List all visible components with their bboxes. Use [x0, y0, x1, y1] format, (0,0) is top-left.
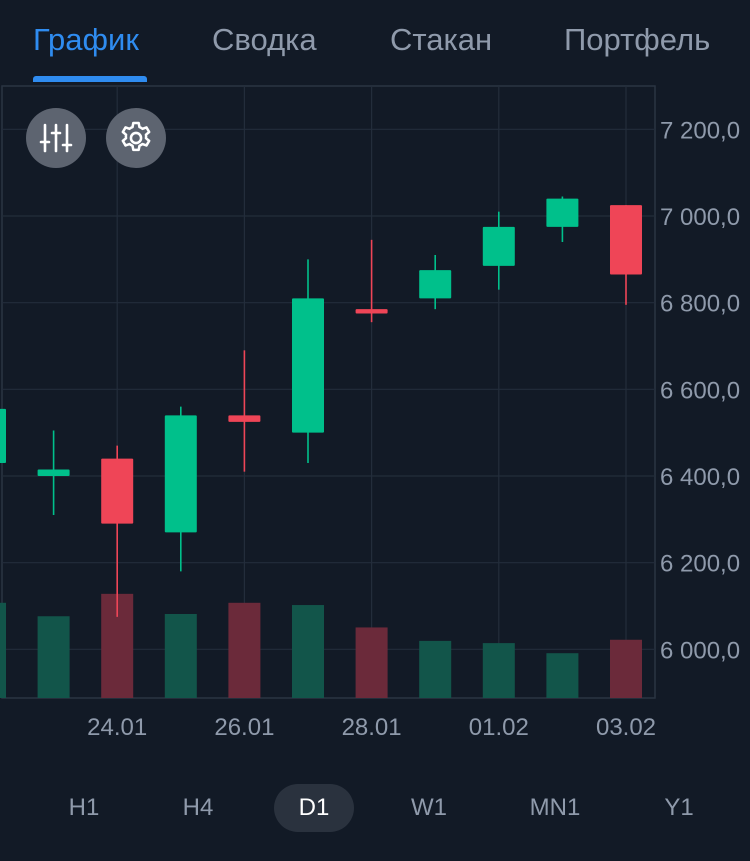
y-tick-label-1: 7 000,0 — [660, 204, 740, 231]
price-chart[interactable]: 7 200,0 7 000,0 6 800,0 6 600,0 6 400,0 6 200… — [0, 84, 750, 774]
chart-grid — [1, 85, 656, 699]
candle-body-5 — [292, 298, 324, 433]
tab-order-book[interactable]: Стакан — [390, 22, 493, 57]
candle-8 — [482, 211, 515, 290]
tab-portfolio[interactable]: Портфель — [564, 22, 711, 57]
volume-bars — [0, 593, 642, 698]
candle-9 — [546, 196, 579, 242]
gear-icon — [121, 121, 151, 152]
tab-bar: График Сводка Стакан Портфель — [0, 0, 750, 84]
tab-chart[interactable]: График — [33, 22, 139, 57]
candle-body-4 — [228, 415, 261, 422]
volume-bar-5 — [292, 605, 324, 698]
y-tick-label-5: 6 200,0 — [660, 551, 740, 578]
timeframe-h1[interactable]: H1 — [68, 794, 100, 821]
timeframe-mn1[interactable]: MN1 — [529, 794, 581, 821]
y-tick-label-2: 6 800,0 — [660, 291, 740, 318]
candle-body-0 — [0, 408, 6, 463]
y-tick-label-0: 7 200,0 — [660, 117, 740, 144]
y-tick-label-4: 6 400,0 — [660, 464, 740, 491]
x-tick-label-1: 26.01 — [214, 714, 274, 741]
candle-4 — [228, 350, 261, 472]
candle-6 — [355, 239, 388, 323]
candle-body-7 — [419, 270, 452, 299]
candle-body-8 — [482, 226, 515, 266]
volume-bar-10 — [610, 639, 642, 698]
y-tick-label-6: 6 000,0 — [660, 637, 740, 664]
volume-bar-6 — [355, 627, 388, 698]
timeframe-selector: H1 H4 D1 W1 MN1 Y1 — [0, 784, 750, 834]
x-tick-label-4: 03.02 — [596, 714, 656, 741]
volume-bar-0 — [0, 602, 6, 698]
timeframe-w1[interactable]: W1 — [411, 794, 447, 821]
candle-body-3 — [164, 415, 197, 533]
active-tab-indicator — [33, 76, 147, 82]
x-tick-label-2: 28.01 — [342, 714, 402, 741]
volume-bar-1 — [37, 616, 70, 698]
volume-bar-9 — [546, 653, 579, 698]
volume-bar-3 — [164, 614, 197, 698]
candle-10 — [610, 205, 642, 305]
candle-2 — [101, 445, 134, 617]
chart-settings-button[interactable] — [106, 108, 166, 168]
indicators-button[interactable] — [26, 108, 86, 168]
x-tick-label-3: 01.02 — [469, 714, 529, 741]
candle-body-9 — [546, 198, 579, 227]
tab-summary[interactable]: Сводка — [212, 22, 317, 57]
candle-body-6 — [355, 309, 388, 314]
volume-bar-4 — [228, 602, 261, 698]
timeframe-d1[interactable]: D1 — [274, 784, 354, 832]
timeframe-h4[interactable]: H4 — [182, 794, 214, 821]
volume-bar-7 — [419, 640, 452, 698]
candle-body-1 — [37, 469, 70, 476]
x-axis: 24.01 26.01 28.01 01.02 03.02 — [87, 714, 656, 741]
candle-3 — [164, 406, 197, 572]
candle-1 — [37, 430, 70, 515]
plot-frame — [1, 85, 656, 699]
y-tick-label-3: 6 600,0 — [660, 377, 740, 404]
candle-7 — [419, 255, 452, 310]
timeframe-y1[interactable]: Y1 — [664, 794, 694, 821]
candle-body-2 — [101, 458, 134, 524]
candle-0 — [0, 408, 6, 463]
candle-body-10 — [610, 205, 642, 275]
candle-5 — [292, 259, 324, 463]
x-tick-label-0: 24.01 — [87, 714, 147, 741]
volume-bar-8 — [482, 643, 515, 698]
sliders-icon — [39, 123, 73, 153]
y-axis: 7 200,0 7 000,0 6 800,0 6 600,0 6 400,0 6 200… — [660, 117, 740, 664]
candles — [0, 196, 642, 617]
